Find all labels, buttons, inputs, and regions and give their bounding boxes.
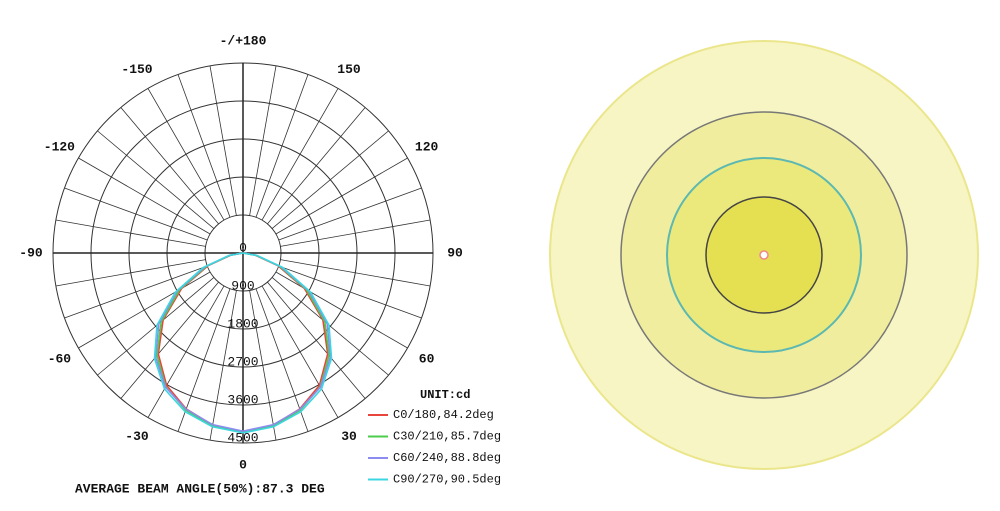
center-point [759, 250, 769, 260]
angle-tick-label: 90 [447, 245, 463, 260]
angle-tick-label: -60 [48, 351, 72, 366]
radial-tick-label: 4500 [227, 430, 258, 445]
intensity-curve [242, 252, 333, 434]
legend-label: C30/210,85.7deg [393, 430, 501, 444]
angle-tick-label: -/+180 [220, 33, 267, 48]
angle-tick-label: -30 [125, 429, 149, 444]
legend-label: C0/180,84.2deg [393, 408, 494, 422]
legend-label: C60/240,88.8deg [393, 451, 501, 465]
intensity-curve [153, 252, 244, 434]
angle-tick-label: -150 [121, 62, 152, 77]
angle-tick-label: 150 [337, 62, 361, 77]
legend-label: C90/270,90.5deg [393, 473, 501, 487]
angle-tick-label: 0 [239, 457, 247, 472]
radial-tick-label: 3600 [227, 392, 258, 407]
radial-tick-label: 900 [231, 278, 254, 293]
angle-tick-label: -120 [44, 139, 75, 154]
footer: AVERAGE BEAM ANGLE(50%):87.3 DEG [75, 481, 325, 496]
radial-tick-label: 2700 [227, 354, 258, 369]
angle-tick-label: 30 [341, 429, 357, 444]
angle-tick-label: -90 [19, 245, 43, 260]
angle-tick-label: 60 [419, 351, 435, 366]
angle-tick-label: 120 [415, 139, 439, 154]
radial-tick-label: 1800 [227, 316, 258, 331]
beam-spread-image [549, 40, 979, 470]
unit-label: UNIT:cd [420, 388, 470, 402]
radial-tick-label: 0 [239, 240, 247, 255]
